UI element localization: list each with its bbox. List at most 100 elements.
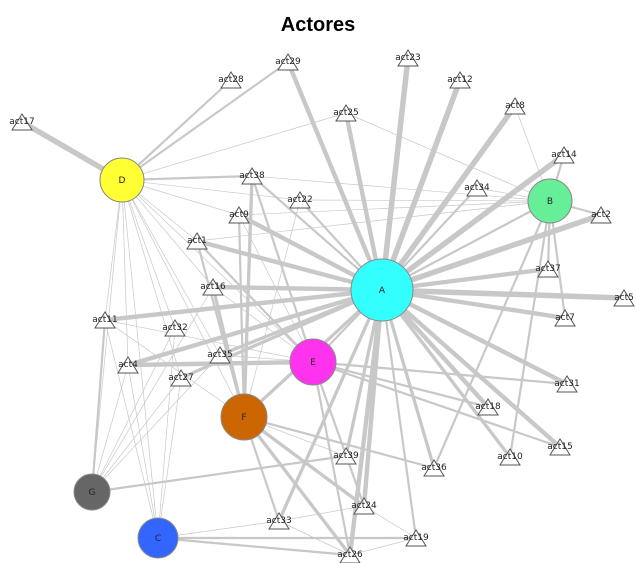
- edge-A-act14: [379, 152, 567, 293]
- actor-label: act17: [9, 117, 34, 127]
- edge-B-act10: [508, 199, 552, 459]
- hub-circle: [527, 178, 573, 224]
- edge-A-act19: [380, 288, 418, 540]
- actor-label: act36: [421, 463, 447, 473]
- triangle-icon: [466, 179, 488, 197]
- actor-node-act2[interactable]: act2: [590, 206, 612, 224]
- edge-E-act1: [195, 239, 315, 364]
- actor-node-act16[interactable]: act16: [200, 278, 226, 296]
- actor-node-act19[interactable]: act19: [403, 529, 429, 547]
- actor-node-act38[interactable]: act38: [239, 167, 265, 185]
- actor-node-act35[interactable]: act35: [207, 346, 233, 364]
- actor-node-act23[interactable]: act23: [395, 49, 421, 67]
- hub-node-A[interactable]: A: [350, 258, 414, 322]
- actor-node-act29[interactable]: act29: [275, 53, 301, 71]
- actor-node-act24[interactable]: act24: [351, 497, 377, 515]
- hub-circle: [73, 473, 111, 511]
- actor-node-act39[interactable]: act39: [333, 447, 359, 465]
- hub-node-B[interactable]: B: [527, 178, 573, 224]
- edge-A-act11: [102, 287, 385, 323]
- triangle-icon: [164, 319, 186, 337]
- actor-node-act11[interactable]: act11: [92, 311, 118, 329]
- actor-node-act31[interactable]: act31: [554, 375, 580, 393]
- actor-label: act37: [535, 264, 560, 274]
- actor-label: act2: [591, 210, 611, 220]
- actor-node-act10[interactable]: act10: [497, 448, 523, 466]
- actor-node-act27[interactable]: act27: [168, 369, 194, 387]
- edge-G-act4: [91, 364, 129, 493]
- edge-A-act5: [379, 287, 627, 301]
- actor-node-act37[interactable]: act37: [535, 260, 561, 278]
- triangle-icon: [590, 206, 612, 224]
- triangle-icon: [397, 49, 419, 67]
- actor-node-act5[interactable]: act5: [613, 289, 635, 307]
- edge-act33-act26: [278, 520, 351, 556]
- triangle-icon: [117, 356, 139, 374]
- actor-label: act24: [351, 501, 377, 511]
- triangle-icon: [220, 71, 242, 89]
- actor-node-act32[interactable]: act32: [162, 319, 188, 337]
- edge-A-act26: [347, 287, 385, 558]
- edge-A-act29: [285, 59, 385, 293]
- hub-node-E[interactable]: E: [289, 338, 337, 386]
- edge-F-act38: [242, 174, 254, 419]
- actor-node-act33[interactable]: act33: [266, 512, 292, 530]
- actor-node-act18[interactable]: act18: [475, 398, 501, 416]
- actor-node-act22[interactable]: act22: [287, 191, 313, 209]
- actor-label: act1: [187, 236, 207, 246]
- hub-label: E: [310, 358, 316, 368]
- edge-E-act11: [104, 319, 314, 363]
- actor-label: act22: [287, 195, 312, 205]
- edge-B-act9: [238, 200, 551, 216]
- actor-label: act23: [395, 53, 420, 63]
- hub-label: C: [155, 534, 161, 544]
- hub-node-G[interactable]: G: [73, 473, 111, 511]
- triangle-icon: [449, 71, 471, 89]
- edge-act26-act19: [349, 537, 417, 556]
- triangle-icon: [405, 529, 427, 547]
- triangle-icon: [335, 447, 357, 465]
- edge-A-act2: [379, 212, 604, 293]
- actor-node-act14[interactable]: act14: [551, 146, 577, 164]
- actor-label: act29: [275, 57, 301, 67]
- actor-node-act4[interactable]: act4: [117, 356, 139, 374]
- hub-node-F[interactable]: F: [220, 393, 268, 441]
- actor-node-act34[interactable]: act34: [464, 179, 490, 197]
- edge-F-act9: [237, 213, 246, 419]
- actor-node-act9[interactable]: act9: [228, 206, 250, 224]
- hub-label: A: [379, 286, 386, 296]
- edge-C-act27: [157, 377, 182, 539]
- actor-node-act7[interactable]: act7: [554, 309, 576, 327]
- triangle-icon: [268, 512, 290, 530]
- edge-B-act1: [196, 200, 551, 242]
- edge-D-act35: [121, 179, 221, 356]
- actor-label: act10: [497, 452, 523, 462]
- hub-label: G: [89, 488, 96, 498]
- triangle-icon: [202, 278, 224, 296]
- hub-node-D[interactable]: D: [99, 157, 145, 203]
- actor-node-act28[interactable]: act28: [218, 71, 244, 89]
- actor-label: act4: [118, 360, 138, 370]
- actor-node-act12[interactable]: act12: [447, 71, 473, 89]
- hub-circle: [220, 393, 268, 441]
- actor-node-act26[interactable]: act26: [337, 546, 363, 563]
- edge-E-act18: [311, 360, 490, 409]
- triangle-icon: [186, 232, 208, 250]
- actor-node-act25[interactable]: act25: [333, 104, 359, 122]
- actor-node-act15[interactable]: act15: [547, 438, 573, 456]
- actor-label: act31: [554, 379, 579, 389]
- actor-node-act8[interactable]: act8: [504, 97, 526, 115]
- edge-A-act4: [125, 287, 385, 368]
- triangle-icon: [241, 167, 263, 185]
- actor-node-act1[interactable]: act1: [186, 232, 208, 250]
- actor-label: act28: [218, 75, 244, 85]
- edge-C-act11: [104, 319, 159, 539]
- actor-node-act36[interactable]: act36: [421, 459, 447, 477]
- actor-node-act17[interactable]: act17: [9, 113, 35, 131]
- edge-G-act11: [90, 318, 107, 494]
- triangle-icon: [277, 53, 299, 71]
- hub-node-C[interactable]: C: [137, 517, 179, 559]
- hub-label: B: [547, 197, 553, 207]
- edge-D-act32: [121, 179, 176, 329]
